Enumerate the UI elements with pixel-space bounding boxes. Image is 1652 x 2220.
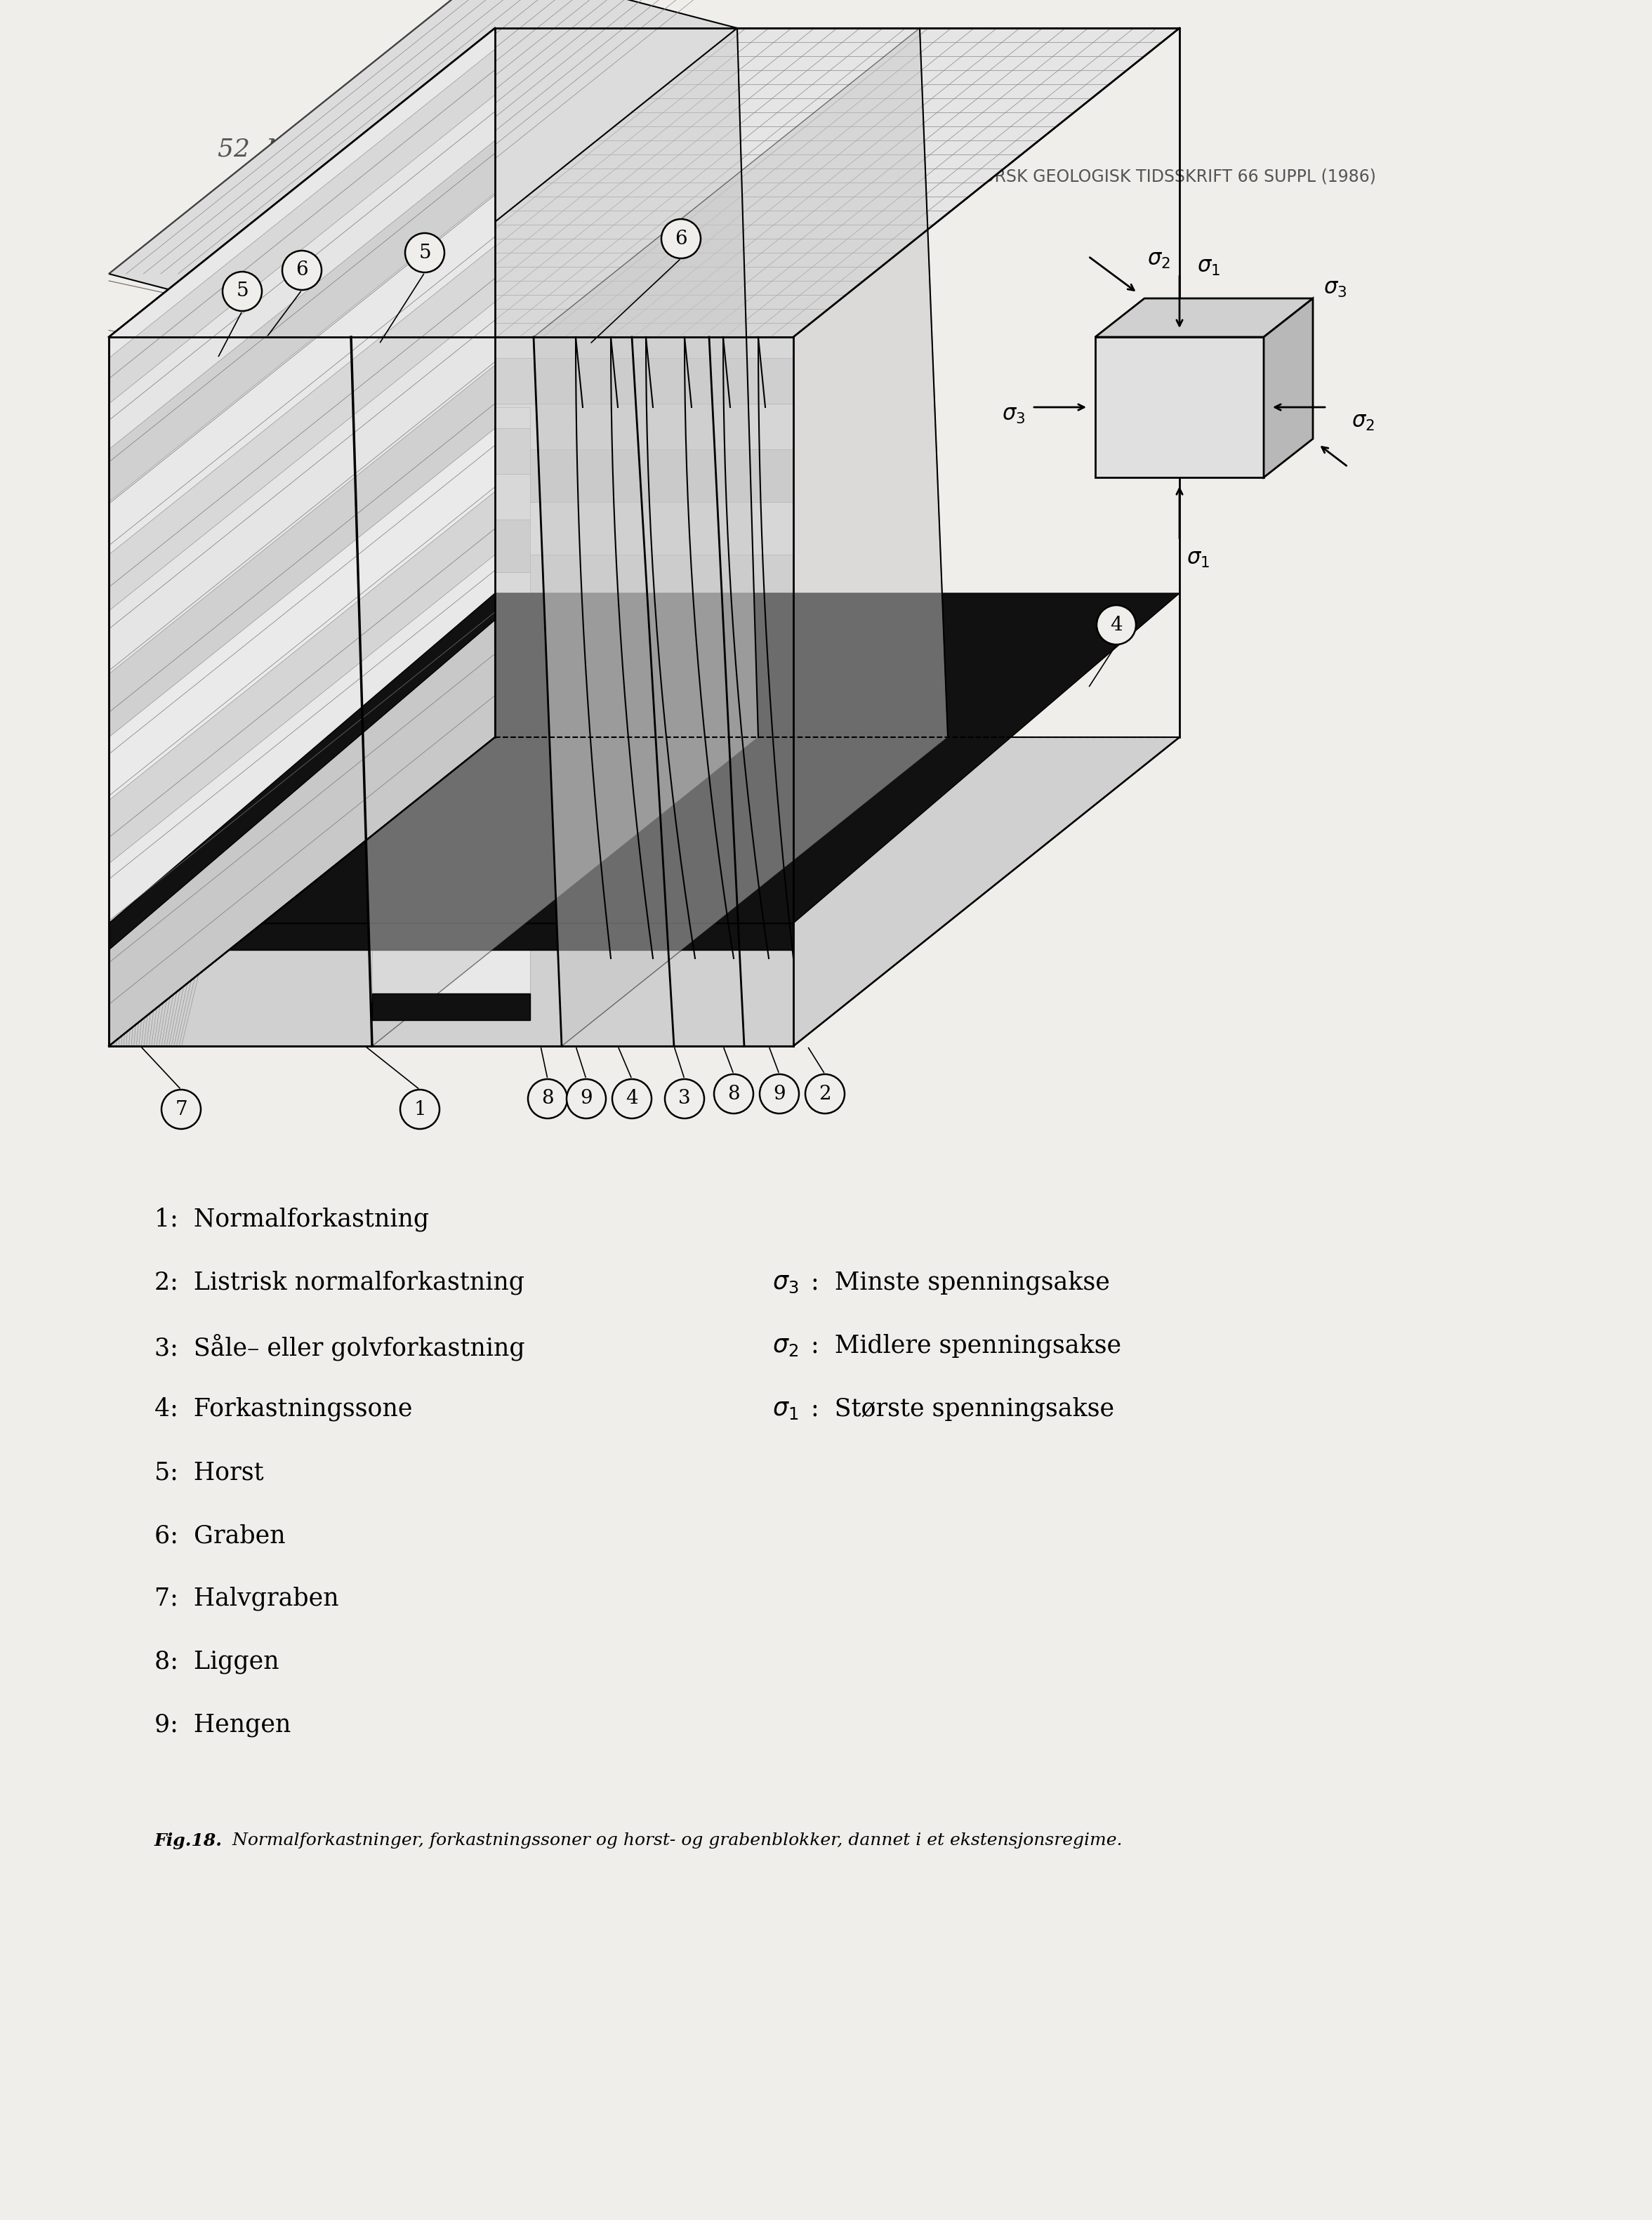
Polygon shape [372,428,530,473]
Text: 1:  Normalforkastning: 1: Normalforkastning [154,1208,430,1232]
Text: $\sigma_2$: $\sigma_2$ [1146,249,1170,271]
Circle shape [282,251,322,291]
Text: Fig.18.: Fig.18. [154,1831,223,1849]
Polygon shape [109,593,1180,924]
Text: 9: 9 [580,1090,593,1108]
Text: $\sigma_1$: $\sigma_1$ [1186,548,1209,568]
Circle shape [661,220,700,258]
Polygon shape [372,682,530,744]
Polygon shape [372,473,530,519]
Polygon shape [109,502,793,555]
Text: 7: 7 [175,1099,187,1119]
Polygon shape [372,744,530,808]
Polygon shape [1095,297,1313,337]
Circle shape [162,1090,202,1130]
Text: :  Minste spenningsakse: : Minste spenningsakse [811,1270,1110,1294]
Polygon shape [109,864,793,924]
Text: 4:  Forkastningssone: 4: Forkastningssone [154,1396,413,1421]
Text: $\sigma_1$: $\sigma_1$ [1198,255,1221,278]
Text: $\sigma_3$: $\sigma_3$ [1001,404,1024,424]
Polygon shape [109,246,496,611]
Polygon shape [109,610,793,675]
Polygon shape [372,406,530,428]
Polygon shape [109,491,496,864]
Polygon shape [109,737,1180,1046]
Circle shape [1097,606,1137,644]
Text: $\sigma_3$: $\sigma_3$ [1323,278,1346,300]
Text: 5: 5 [236,282,248,302]
Polygon shape [109,0,737,337]
Text: :  Midlere spenningsakse: : Midlere spenningsakse [811,1334,1122,1359]
Polygon shape [109,193,496,555]
Circle shape [760,1074,800,1114]
Polygon shape [109,555,496,924]
Polygon shape [109,404,793,448]
Text: 9: 9 [773,1083,785,1103]
Polygon shape [372,995,530,1021]
Polygon shape [109,555,793,610]
Text: 2: 2 [819,1083,831,1103]
Circle shape [714,1074,753,1114]
Circle shape [405,233,444,273]
Circle shape [400,1090,439,1130]
Polygon shape [372,519,530,573]
Polygon shape [109,49,496,404]
Text: 7:  Halvgraben: 7: Halvgraben [154,1587,339,1612]
Polygon shape [109,29,496,1046]
Polygon shape [109,29,496,357]
Polygon shape [109,593,496,950]
Text: Normalforkastninger, forkastningssoner og horst- og grabenblokker, dannet i et e: Normalforkastninger, forkastningssoner o… [221,1831,1122,1849]
Polygon shape [109,428,496,801]
Text: 2:  Listrisk normalforkastning: 2: Listrisk normalforkastning [154,1270,524,1294]
Text: 1: 1 [413,1099,426,1119]
Polygon shape [372,808,530,870]
Polygon shape [109,140,496,502]
Polygon shape [372,870,530,935]
Polygon shape [372,573,530,624]
Text: 3:  Såle– eller golvforkastning: 3: Såle– eller golvforkastning [154,1334,525,1361]
Text: 5:  Horst: 5: Horst [154,1461,264,1485]
Polygon shape [109,448,793,502]
Polygon shape [109,737,793,801]
Text: NORSK GEOLOGISK TIDSSKRIFT 66 SUPPL (1986): NORSK GEOLOGISK TIDSSKRIFT 66 SUPPL (198… [968,169,1376,184]
Text: 3: 3 [679,1090,691,1108]
Text: $\sigma_2$: $\sigma_2$ [1351,411,1374,433]
Text: :  Største spenningsakse: : Største spenningsakse [811,1396,1113,1421]
Polygon shape [109,364,496,737]
Text: 5: 5 [418,244,431,262]
Text: 8:  Liggen: 8: Liggen [154,1649,279,1674]
Polygon shape [109,29,1180,337]
Polygon shape [109,302,496,675]
Polygon shape [534,29,948,1046]
Text: $\sigma_2$: $\sigma_2$ [771,1334,798,1359]
Text: 6: 6 [674,229,687,249]
Polygon shape [109,801,793,864]
Text: 4: 4 [626,1090,638,1108]
Circle shape [567,1079,606,1119]
Text: 6:  Graben: 6: Graben [154,1523,286,1547]
Text: 6: 6 [296,260,307,280]
Text: $\sigma_1$: $\sigma_1$ [771,1396,798,1421]
Polygon shape [1264,297,1313,477]
Circle shape [529,1079,567,1119]
Text: 8: 8 [542,1090,553,1108]
Polygon shape [372,935,530,995]
Circle shape [664,1079,704,1119]
Circle shape [805,1074,844,1114]
Polygon shape [109,95,496,448]
Text: 4: 4 [1110,615,1122,635]
Polygon shape [1095,337,1264,477]
Polygon shape [109,337,793,357]
Text: $\sigma_3$: $\sigma_3$ [771,1270,798,1294]
Polygon shape [109,924,793,950]
Polygon shape [372,624,530,682]
Circle shape [223,271,263,311]
Text: 52  Navnsetting av geologiske enheter i Norge: 52 Navnsetting av geologiske enheter i N… [218,138,819,162]
Polygon shape [109,357,793,404]
Polygon shape [350,29,758,1046]
Text: 8: 8 [727,1083,740,1103]
Text: 9:  Hengen: 9: Hengen [154,1714,291,1736]
Polygon shape [109,675,793,737]
Circle shape [613,1079,651,1119]
